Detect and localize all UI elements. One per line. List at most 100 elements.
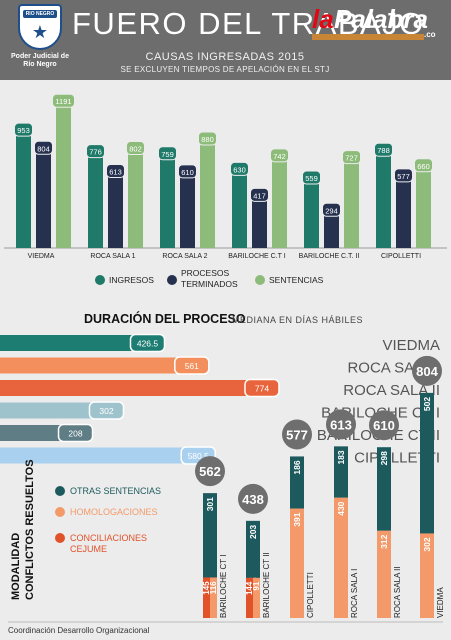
chart3-seg-label-1-3: 430 xyxy=(336,501,346,515)
chart1-legend-label-1-a: PROCESOS xyxy=(181,268,230,278)
chart3-category-label-1: BARILOCHE CT II xyxy=(262,552,271,618)
footer-credit: Coordinación Desarrollo Organizacional xyxy=(8,626,150,635)
chart3-seg-1-5 xyxy=(420,533,434,618)
rio-negro-seal: RIO NEGRO ★ xyxy=(18,4,62,50)
chart2-category-label-5: CIPOLLETTI xyxy=(354,450,440,467)
chart3-legend-label-2-b: CEJUME xyxy=(70,544,107,554)
org-label: Poder Judicial de Río Negro xyxy=(11,53,69,68)
chart3-category-label-4: ROCA SALA II xyxy=(393,566,402,618)
logo-suffix: .co xyxy=(424,30,436,39)
chart3-legend-dot-1 xyxy=(55,507,65,517)
chart1-legend-label-0: INGRESOS xyxy=(109,275,154,285)
chart3-legend-dot-0 xyxy=(55,486,65,496)
chart1-badge-0-3 xyxy=(230,161,249,176)
chart2-value-label-4: 208 xyxy=(68,429,82,439)
chart2-value-label-0: 426.5 xyxy=(137,339,159,349)
chart3-total-circle-1 xyxy=(238,483,268,514)
chart1-bar-2-0 xyxy=(56,103,71,248)
chart3-title-a: MODALIDAD xyxy=(10,533,22,600)
chart3-category-label-0: BARILOCHE CT I xyxy=(219,555,228,618)
chart3-legend-dot-2 xyxy=(55,533,65,543)
chart3-seg-0-1 xyxy=(246,577,253,618)
chart3-category-label-5: VIEDMA xyxy=(436,587,445,618)
chart3-seg-2-2 xyxy=(290,456,304,509)
chart3-legend-label-2-a: CONCILIACIONES xyxy=(70,533,147,543)
seal-text: RIO NEGRO xyxy=(25,11,55,17)
chart1-value-label-1-1: 613 xyxy=(109,167,122,176)
chart1-category-label-5: CIPOLLETTI xyxy=(381,253,421,260)
chart1-category-label-4: BARILOCHE C.T. II xyxy=(299,253,360,260)
chart3-seg-2-1 xyxy=(246,520,260,578)
chart1-value-label-1-0: 804 xyxy=(37,144,50,153)
chart3-legend-label-1: HOMOLOGACIONES xyxy=(70,507,158,517)
chart3-total-circle-0 xyxy=(195,456,225,487)
chart1-badge-2-3 xyxy=(270,148,289,163)
logo-text-b: Palabra xyxy=(334,4,428,34)
chart3-seg-2-5 xyxy=(420,392,434,534)
chart2-subtitle: MEDIANA EN DÍAS HÁBILES xyxy=(232,315,363,325)
chart1-bar-1-2 xyxy=(180,173,195,248)
chart2-bar-5 xyxy=(0,447,192,464)
chart1-bar-2-4 xyxy=(344,159,359,248)
chart1-value-label-1-5: 577 xyxy=(397,172,410,181)
chart3-seg-1-4 xyxy=(377,530,391,618)
chart1-legend-dot-2 xyxy=(255,275,265,285)
chart3-total-circle-5 xyxy=(412,355,442,386)
chart1-bar-2-1 xyxy=(128,150,143,248)
chart3-seg-1-3 xyxy=(334,497,348,618)
chart1-value-label-0-5: 788 xyxy=(377,146,390,155)
chart2-category-label-0: VIEDMA xyxy=(382,337,440,354)
chart1-badge-1-4 xyxy=(322,202,341,217)
chart1-bar-0-2 xyxy=(160,155,175,248)
chart1-value-label-1-3: 417 xyxy=(253,191,266,200)
page-subtitle: CAUSAS INGRESADAS 2015 xyxy=(145,51,305,63)
logo-text-a: la xyxy=(312,4,334,34)
chart3-seg-label-1-4: 312 xyxy=(379,534,389,548)
chart1-badge-0-0 xyxy=(14,122,33,137)
chart3-seg-label-0-0: 145 xyxy=(202,581,211,595)
chart1-legend-dot-1 xyxy=(167,275,177,285)
chart1-badge-2-0 xyxy=(52,93,75,108)
chart2-bar-1 xyxy=(0,357,185,374)
page-note: SE EXCLUYEN TIEMPOS DE APELACIÓN EN EL S… xyxy=(120,65,330,74)
chart3-seg-label-2-0: 301 xyxy=(205,497,215,511)
chart2-badge-2 xyxy=(244,378,280,398)
chart1-bar-0-0 xyxy=(16,132,31,248)
chart3-seg-1-1 xyxy=(253,577,260,618)
chart2-badge-4 xyxy=(57,423,94,443)
chart3-total-label-4: 610 xyxy=(373,418,395,433)
chart1-category-label-0: VIEDMA xyxy=(28,253,55,260)
chart1-bar-2-5 xyxy=(416,167,431,248)
chart1-bar-1-1 xyxy=(108,173,123,248)
chart3-category-label-2: CIPOLLETTI xyxy=(306,572,315,618)
chart3-total-label-3: 613 xyxy=(330,417,352,432)
chart2-category-label-2: ROCA SALA II xyxy=(343,382,440,399)
chart3-seg-label-1-5: 302 xyxy=(422,537,432,551)
chart2-value-label-1: 561 xyxy=(185,361,199,371)
chart3-category-label-3: ROCA SALA I xyxy=(350,569,359,618)
chart1-bar-0-5 xyxy=(376,152,391,248)
chart1-badge-0-2 xyxy=(158,146,177,161)
chart1-category-label-2: ROCA SALA 2 xyxy=(162,253,207,260)
chart1-bar-0-4 xyxy=(304,180,319,248)
chart1-value-label-0-4: 559 xyxy=(305,174,318,183)
chart3-seg-label-2-2: 186 xyxy=(292,460,302,474)
chart3-legend-label-0: OTRAS SENTENCIAS xyxy=(70,486,161,496)
chart1-badge-0-5 xyxy=(374,142,393,157)
chart3-seg-1-2 xyxy=(290,508,304,618)
chart3-total-label-1: 438 xyxy=(242,492,264,507)
chart1-badge-0-4 xyxy=(302,170,321,185)
chart3-seg-label-1-1: 91 xyxy=(252,581,261,590)
chart1-category-label-1: ROCA SALA 1 xyxy=(90,253,135,260)
chart1-value-label-2-3: 742 xyxy=(273,152,286,161)
chart1-bar-0-1 xyxy=(88,153,103,248)
chart1-badge-1-2 xyxy=(178,164,197,179)
chart1-value-label-0-0: 953 xyxy=(17,126,30,135)
chart3-seg-label-2-1: 203 xyxy=(248,525,258,539)
chart2-bar-2 xyxy=(0,380,255,396)
chart2-badge-1 xyxy=(174,356,210,375)
chart3-seg-2-3 xyxy=(334,446,348,498)
chart1-badge-0-1 xyxy=(86,144,105,159)
